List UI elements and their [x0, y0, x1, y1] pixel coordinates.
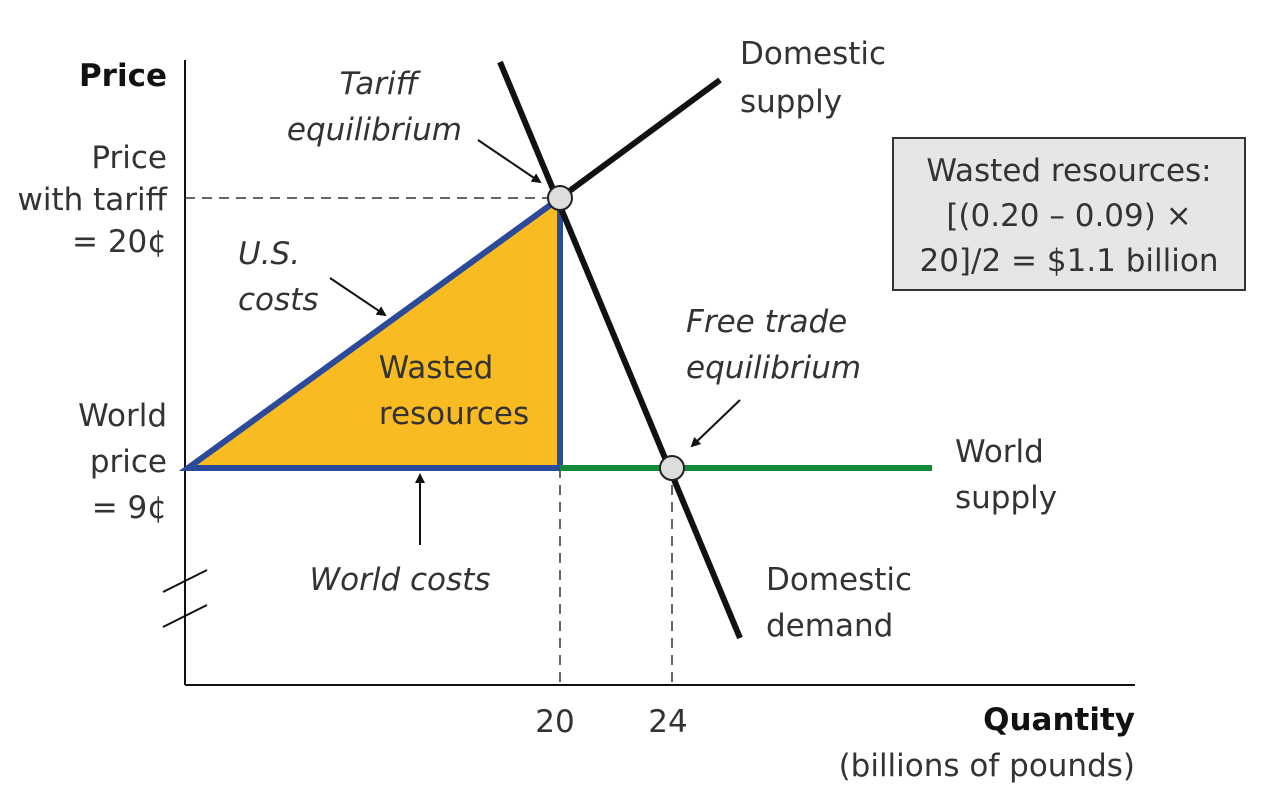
x-tick-label: 24	[648, 704, 687, 740]
equilibrium-point	[659, 455, 685, 481]
arrow	[477, 139, 542, 184]
y-label: price	[90, 444, 167, 480]
annotation: demand	[766, 608, 893, 644]
demand-line	[497, 60, 743, 640]
formula-box	[892, 137, 1246, 291]
annotation: equilibrium	[287, 112, 462, 148]
area-label: Wasted	[379, 350, 494, 386]
supply-line	[558, 77, 722, 201]
x-axis-title: Quantity	[983, 702, 1135, 738]
annotation: Domestic	[766, 562, 912, 598]
annotation: World	[955, 434, 1044, 470]
arrow	[690, 399, 741, 448]
axis-break	[162, 569, 208, 593]
wasted-area	[178, 192, 563, 471]
box-line: Wasted resources:	[926, 153, 1211, 189]
y-label: = 20¢	[72, 224, 167, 260]
equilibrium-point	[547, 185, 573, 211]
annotation: supply	[955, 480, 1057, 516]
annotation: Free trade	[686, 304, 847, 340]
y-label: = 9¢	[92, 490, 167, 526]
annotation: supply	[740, 84, 842, 120]
y-label: Price	[91, 140, 167, 176]
annotation: costs	[238, 282, 318, 318]
area-label: resources	[379, 396, 529, 432]
annotation: World costs	[310, 562, 491, 598]
box-line: 20]/2 = $1.1 billion	[919, 243, 1218, 279]
annotation: U.S.	[238, 236, 300, 272]
axis-break	[162, 604, 208, 628]
box-line: [(0.20 – 0.09) ×	[946, 198, 1191, 234]
y-label: World	[78, 398, 167, 434]
annotation: equilibrium	[686, 350, 861, 386]
annotation: Tariff	[340, 66, 422, 102]
y-label: with tariff	[18, 182, 168, 218]
x-tick-label: 20	[535, 704, 574, 740]
x-axis-subtitle: (billions of pounds)	[839, 748, 1135, 784]
y-axis-title: Price	[79, 58, 167, 94]
annotation: Domestic	[740, 36, 886, 72]
arrow	[329, 277, 387, 317]
